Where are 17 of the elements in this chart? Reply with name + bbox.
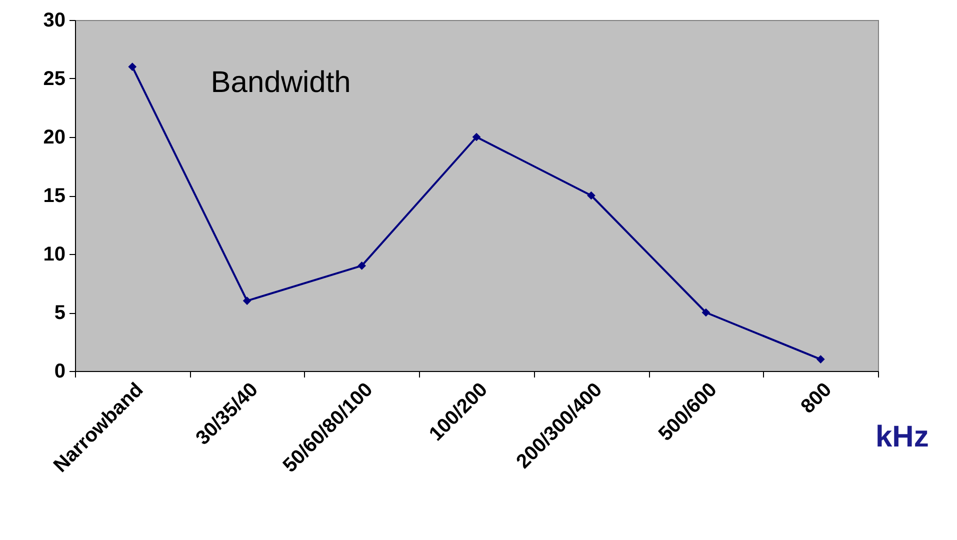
y-tick-label: 20 [43,126,66,148]
point [702,308,710,317]
point [816,355,825,364]
x-tick-label: 800 [796,378,836,418]
y-tick-label: 15 [43,185,66,207]
y-tick-label: 0 [54,360,66,382]
y-tick-label: 30 [43,10,66,32]
point [358,262,366,270]
y-tick-label: 25 [43,68,66,90]
y-tick-label: 5 [54,302,66,324]
y-tick-label: 10 [43,244,66,266]
point [472,132,481,142]
point [242,296,252,305]
x-axis-title: kHz [876,420,929,454]
text: Bandwidth [210,66,351,99]
point [587,191,596,200]
point [128,62,137,71]
